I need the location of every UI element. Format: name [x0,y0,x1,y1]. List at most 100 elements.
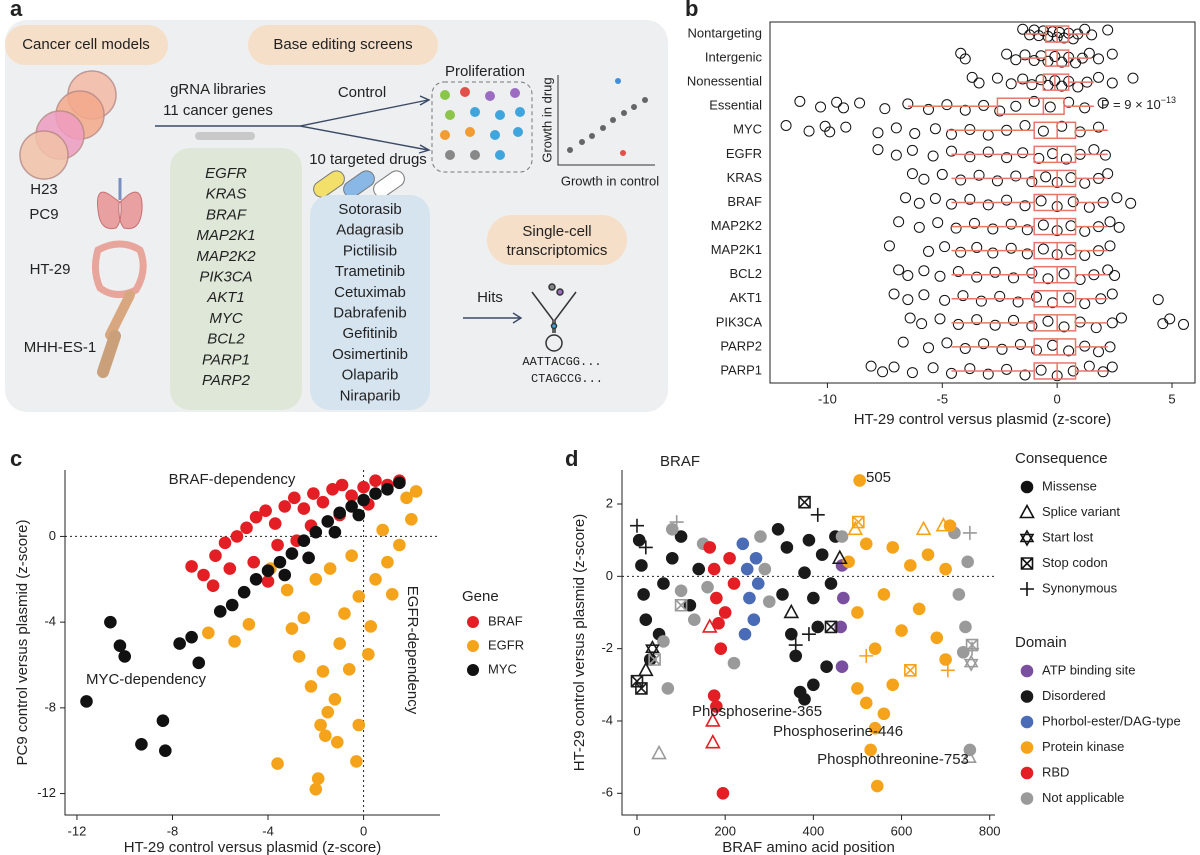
data-point [964,151,976,163]
category-label: MAP2K1 [711,242,762,257]
data-point [918,265,930,277]
data-point [701,618,718,633]
x-axis-label: BRAF amino acid position [722,839,895,855]
data-point [1067,196,1079,208]
data-point [870,779,884,793]
data-point [978,99,990,111]
category-label: MYC [733,122,762,137]
gene-label: AKT1 [206,289,245,306]
data-point [982,146,994,158]
data-point [906,168,918,180]
annotation: P = 9 × 10−13 [1101,96,1176,113]
data-point [1093,53,1105,65]
legend-label: MYC [488,661,517,676]
data-point [385,587,399,601]
data-point [1008,272,1020,284]
data-point [707,689,721,702]
data-point [688,613,701,627]
data-point [886,678,900,692]
data-point [1040,171,1052,183]
data-point [1125,197,1137,209]
data-point [923,342,935,354]
data-point [1079,340,1091,352]
data-point [780,541,794,554]
data-point [1079,102,1091,114]
data-point [1012,296,1024,308]
data-point [815,101,827,113]
box-label: transcriptomics [507,242,608,259]
category-label: PARP2 [720,338,762,353]
data-point [1164,313,1176,325]
data-point [982,129,994,141]
legend-marker [1020,766,1034,780]
data-point [1086,29,1098,41]
data-point [362,647,375,661]
data-point [929,193,941,204]
box [1033,145,1077,164]
data-point [1093,346,1105,358]
legend-label: Stop codon [1042,555,1108,570]
data-point [810,507,825,522]
panel-label: d [565,446,578,471]
data-point [1083,47,1095,59]
data-point [1019,120,1031,131]
gene-label: MAP2K2 [196,248,256,265]
data-point [1106,288,1118,300]
data-point [1019,369,1031,381]
box-label: Cancer cell models [22,36,150,53]
data-point [701,580,714,594]
data-point [352,590,366,603]
data-point [895,624,908,637]
drug-label: Gefitinib [342,325,397,342]
data-point [868,642,882,655]
x-tick-label: 0 [633,823,640,838]
data-point [727,577,741,590]
pill [487,215,627,265]
data-point [923,245,935,257]
data-point [213,605,227,618]
x-tick-label: -5 [937,391,949,406]
data-point [381,555,394,569]
x-tick-label: 0 [1054,391,1061,406]
data-point [883,240,895,252]
data-point [865,360,877,372]
data-point [261,575,275,588]
x-tick-label: 400 [802,823,824,838]
data-point [345,549,358,563]
data-point [285,622,299,635]
data-point [1157,318,1169,330]
x-tick-label: -10 [818,391,837,406]
data-point [890,122,902,134]
data-point [955,246,967,258]
data-point [941,337,953,349]
data-point [311,772,325,785]
x-tick-label: -8 [167,823,179,838]
data-point [962,525,977,540]
data-point [994,105,1006,117]
cell-line: H23 [30,181,58,198]
data-point [945,198,957,210]
data-point [747,613,761,627]
data-point [824,577,838,590]
data-point [1021,248,1033,260]
axis-label: Growth in drug [539,77,554,162]
data-point [1047,148,1059,160]
y-axis-label: HT-29 control versus plasmid (z-score) [571,514,588,772]
gene-label: MAP2K1 [196,227,255,244]
data-point [955,174,967,186]
data-point [1019,49,1031,61]
data-point [1106,77,1118,89]
data-point [1001,152,1013,164]
data-point [692,562,706,576]
data-point [1030,291,1042,303]
data-point [803,125,815,137]
data-point [771,523,785,536]
x-tick-label: 0 [360,823,367,838]
cell-line: HT-29 [30,261,71,278]
data-point [674,598,688,612]
data-point [973,169,985,181]
data-point [271,757,284,770]
data-point [1090,322,1102,334]
capsules [313,170,405,198]
data-point [982,368,994,380]
